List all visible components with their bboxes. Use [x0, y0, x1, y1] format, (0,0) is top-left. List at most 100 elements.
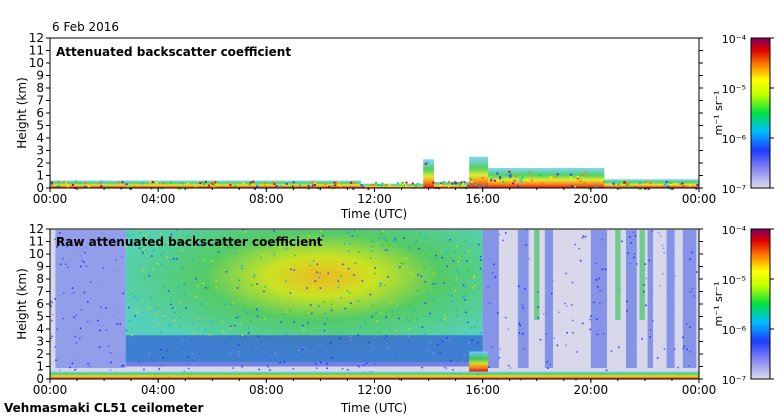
- y-tick-label: 7: [36, 285, 44, 299]
- raw-speck: [313, 260, 315, 262]
- raw-speck: [73, 252, 75, 255]
- backscatter-speck: [107, 185, 110, 188]
- raw-speck: [636, 263, 638, 265]
- raw-speck: [150, 297, 153, 300]
- raw-speck: [74, 335, 77, 338]
- raw-speck: [319, 287, 322, 289]
- raw-speck: [354, 262, 357, 265]
- raw-speck: [383, 237, 386, 240]
- raw-speck: [349, 292, 351, 294]
- raw-speck: [65, 263, 67, 265]
- raw-noise-column: [625, 230, 637, 368]
- raw-speck: [492, 263, 495, 266]
- raw-speck: [473, 276, 475, 278]
- raw-speck: [337, 286, 340, 289]
- raw-speck: [507, 328, 510, 330]
- raw-speck: [581, 237, 584, 239]
- raw-speck: [685, 323, 688, 325]
- backscatter-speck: [470, 180, 473, 183]
- raw-speck: [330, 309, 333, 312]
- raw-speck: [565, 305, 568, 307]
- raw-speck: [232, 367, 234, 369]
- raw-speck: [89, 281, 92, 283]
- raw-speck: [441, 256, 444, 259]
- backscatter-speck: [100, 184, 103, 187]
- raw-speck: [462, 360, 464, 363]
- raw-speck: [331, 357, 333, 359]
- backscatter-speck: [84, 185, 87, 188]
- raw-speck: [50, 337, 52, 340]
- raw-speck: [488, 302, 491, 304]
- backscatter-speck: [617, 183, 620, 186]
- raw-speck: [349, 242, 351, 245]
- raw-speck: [221, 321, 223, 323]
- raw-speck: [380, 282, 382, 285]
- x-tick-label: 08:00: [249, 383, 284, 397]
- raw-speck: [251, 348, 253, 351]
- raw-speck: [452, 259, 455, 262]
- raw-speck: [107, 345, 110, 347]
- backscatter-speck: [463, 181, 466, 184]
- raw-speck: [537, 316, 540, 319]
- raw-speck: [689, 258, 691, 260]
- backscatter-speck: [350, 181, 353, 184]
- raw-speck: [239, 322, 242, 325]
- raw-speck: [196, 285, 199, 287]
- raw-speck: [87, 362, 89, 365]
- raw-speck: [630, 242, 633, 244]
- backscatter-speck: [330, 187, 333, 190]
- y-tick-label: 10: [29, 247, 44, 261]
- raw-speck: [75, 359, 77, 361]
- raw-speck: [314, 280, 317, 282]
- raw-speck: [62, 258, 64, 260]
- raw-speck: [387, 347, 389, 349]
- raw-speck: [67, 266, 69, 269]
- raw-speck: [298, 349, 300, 351]
- raw-speck: [322, 234, 324, 237]
- raw-speck: [416, 289, 418, 292]
- raw-speck: [159, 331, 162, 334]
- raw-speck: [210, 321, 212, 323]
- raw-speck: [464, 239, 467, 241]
- backscatter-speck: [689, 184, 692, 187]
- backscatter-speck: [265, 184, 268, 187]
- raw-speck: [490, 257, 492, 259]
- raw-speck: [457, 260, 460, 263]
- raw-speck: [402, 237, 405, 239]
- raw-speck: [651, 230, 654, 232]
- raw-speck: [410, 317, 413, 319]
- raw-speck: [424, 333, 426, 336]
- raw-speck: [134, 315, 137, 317]
- y-tick-label: 0: [36, 181, 44, 195]
- raw-speck: [604, 268, 607, 270]
- raw-speck: [324, 313, 327, 315]
- raw-speck: [181, 348, 184, 350]
- raw-speck: [493, 277, 495, 280]
- raw-speck: [376, 320, 378, 322]
- y-tick-label: 5: [36, 119, 44, 133]
- raw-speck: [357, 300, 359, 302]
- raw-speck: [450, 300, 453, 302]
- backscatter-speck: [490, 179, 493, 182]
- raw-speck: [178, 325, 181, 327]
- raw-speck: [578, 247, 581, 250]
- raw-speck: [138, 306, 141, 309]
- raw-speck: [256, 315, 259, 318]
- raw-speck: [253, 275, 255, 278]
- raw-speck: [262, 254, 264, 257]
- raw-speck: [327, 272, 329, 275]
- raw-speck: [290, 309, 292, 312]
- raw-speck: [235, 316, 238, 319]
- raw-speck: [456, 269, 459, 272]
- backscatter-speck: [254, 187, 257, 190]
- raw-speck: [122, 292, 125, 295]
- raw-speck: [50, 300, 52, 303]
- raw-speck: [579, 259, 582, 262]
- raw-speck: [584, 236, 587, 238]
- raw-speck: [105, 329, 108, 331]
- raw-speck: [229, 353, 231, 355]
- backscatter-speck: [499, 177, 502, 180]
- raw-speck: [597, 286, 599, 288]
- raw-speck: [394, 329, 397, 332]
- backscatter-speck: [531, 179, 534, 182]
